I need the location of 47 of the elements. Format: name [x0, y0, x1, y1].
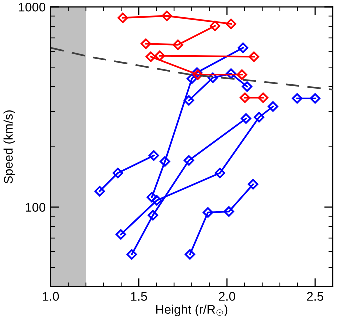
point [248, 52, 260, 62]
point [116, 229, 126, 240]
x-tick-label: 1.5 [131, 292, 148, 302]
point [148, 210, 158, 221]
point [226, 68, 237, 80]
point [154, 50, 166, 62]
point [242, 82, 253, 92]
point [160, 156, 170, 167]
point [248, 179, 259, 190]
point [118, 12, 128, 24]
point [254, 112, 265, 123]
x-tick-label: 2.0 [219, 292, 236, 302]
point [184, 95, 194, 106]
point [214, 168, 226, 178]
point [184, 249, 196, 260]
point [162, 10, 172, 22]
line-series [50, 47, 333, 91]
y-tick-label: 1000 [19, 2, 46, 12]
point [202, 207, 214, 218]
point [186, 74, 198, 84]
point [238, 42, 249, 54]
point [240, 92, 250, 104]
point [146, 192, 158, 203]
point [268, 101, 278, 112]
x-tick-label: 2.5 [307, 292, 324, 302]
point [172, 40, 184, 50]
point [140, 38, 152, 50]
point [148, 150, 160, 161]
point [146, 52, 156, 62]
point [224, 206, 234, 218]
point [236, 70, 248, 80]
point [208, 72, 218, 84]
point [112, 168, 124, 178]
y-tick-label: 100 [26, 203, 46, 212]
point [94, 186, 106, 197]
point [152, 195, 162, 206]
point [292, 93, 303, 104]
point [310, 93, 321, 104]
point [241, 113, 252, 124]
point [210, 20, 220, 32]
point [258, 92, 269, 104]
x-axis-title: Height (r/R$_{☉}$) [156, 304, 228, 317]
x-tick-label: 1.0 [43, 292, 60, 302]
point [126, 249, 138, 260]
point [184, 155, 194, 166]
y-axis-title: Speed (km/s) [4, 110, 16, 184]
point [226, 18, 237, 30]
